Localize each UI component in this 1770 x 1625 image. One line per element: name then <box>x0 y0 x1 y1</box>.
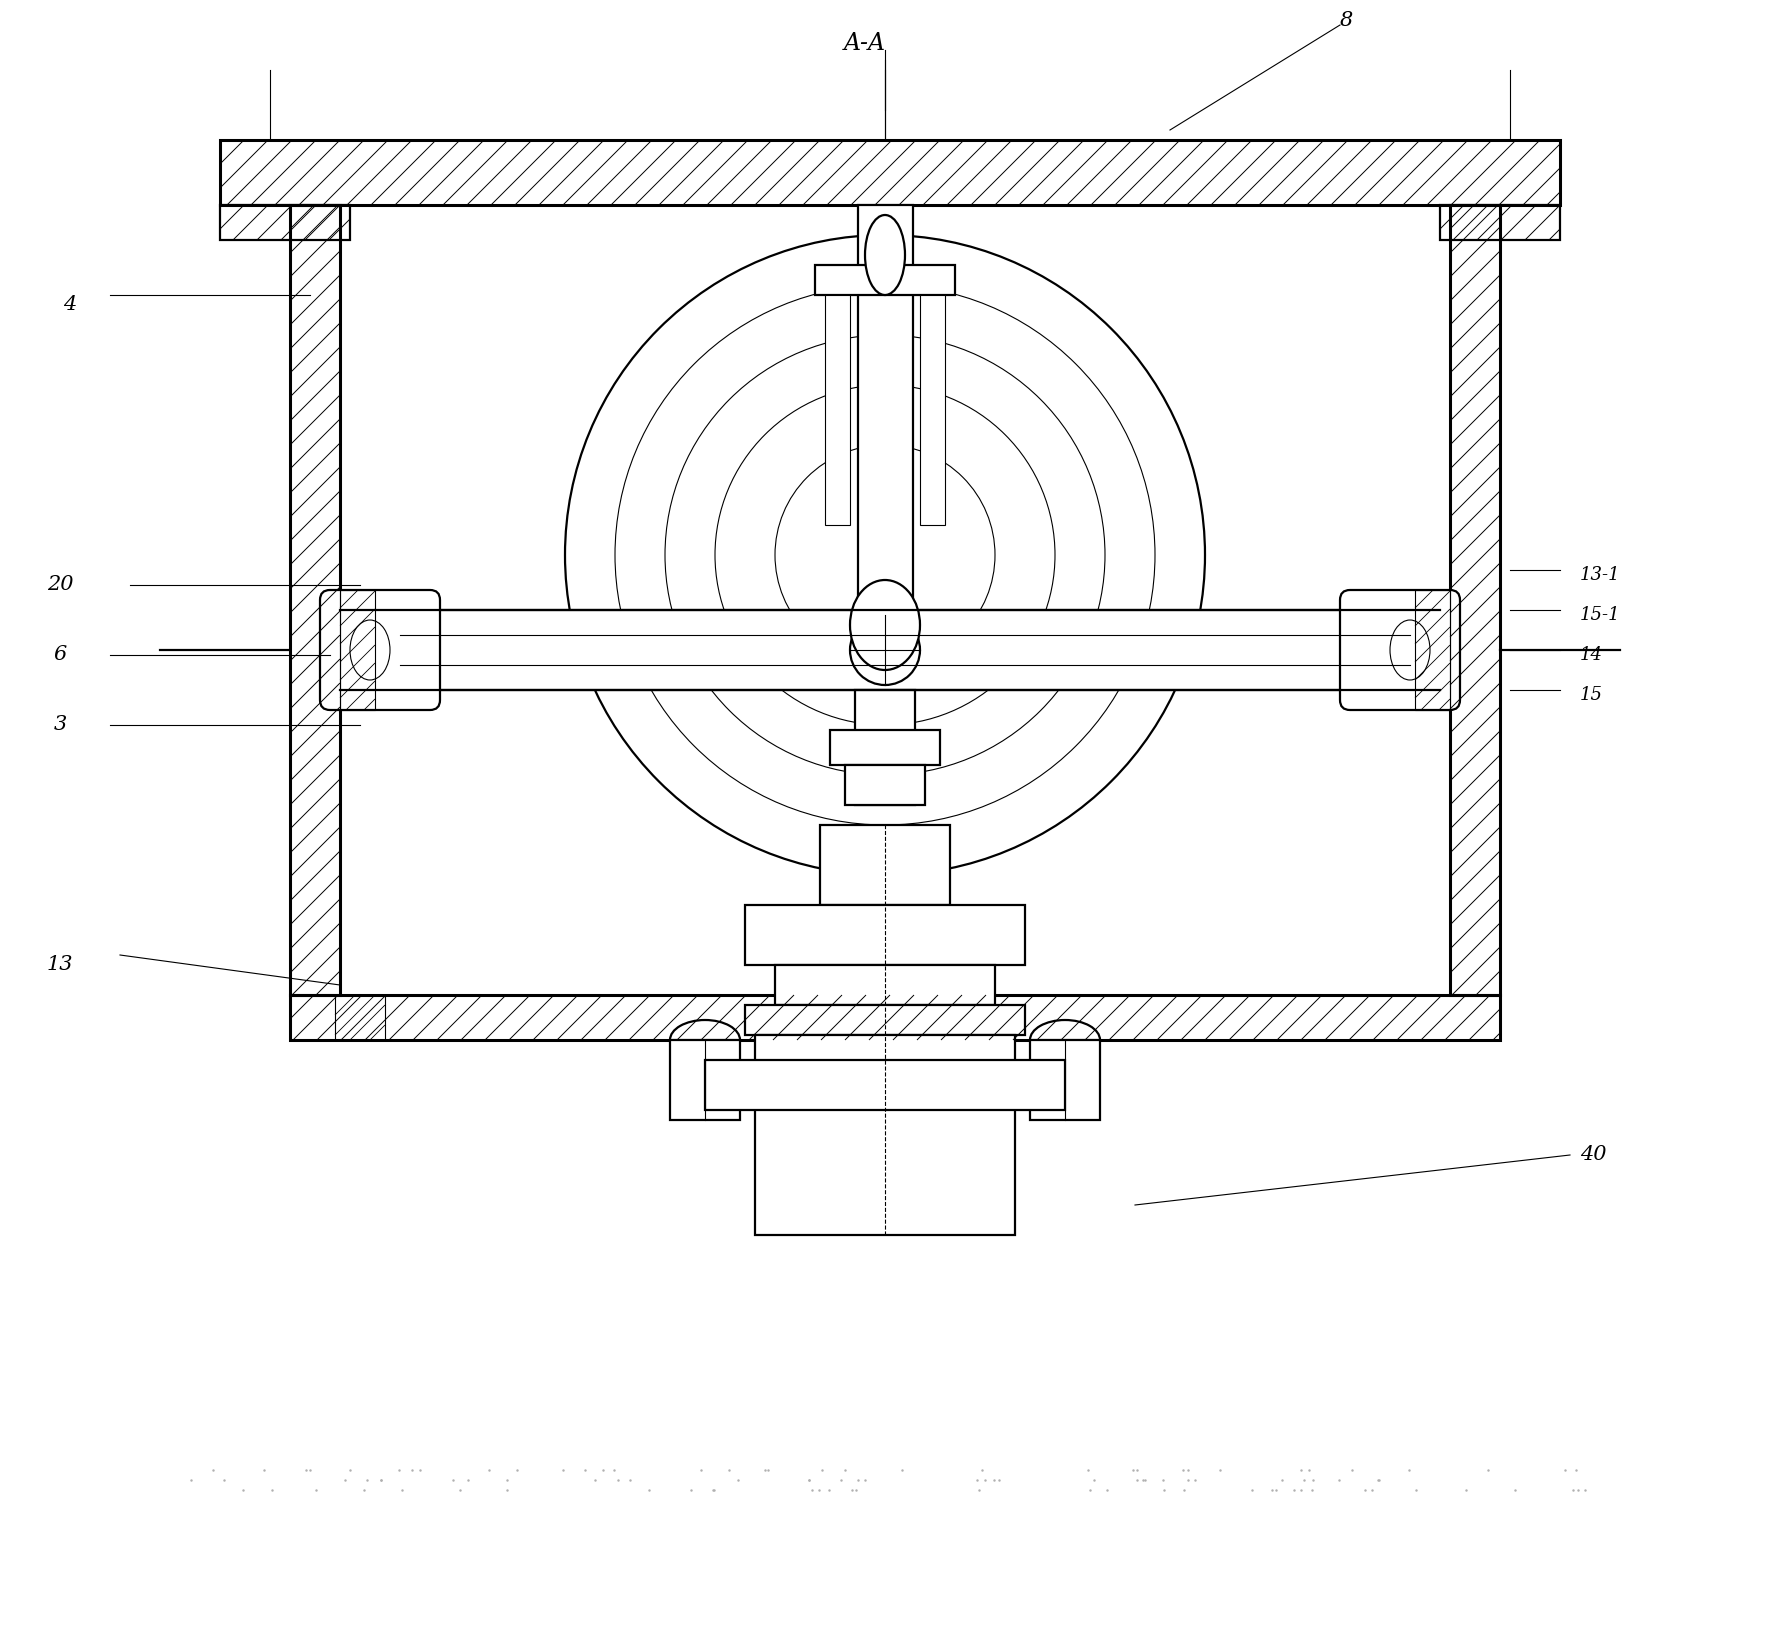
Ellipse shape <box>350 621 389 679</box>
Text: 4: 4 <box>64 296 76 315</box>
Bar <box>775 965 995 1004</box>
Text: 6: 6 <box>53 645 67 665</box>
Ellipse shape <box>1389 621 1430 679</box>
Bar <box>830 730 940 765</box>
Bar <box>290 205 340 994</box>
Bar <box>340 590 375 710</box>
Ellipse shape <box>850 580 920 670</box>
Text: 8: 8 <box>1340 10 1354 29</box>
Bar <box>745 1004 1025 1035</box>
Bar <box>1450 205 1499 994</box>
Text: 15: 15 <box>1581 686 1604 704</box>
Bar <box>219 140 1559 205</box>
Bar <box>1441 205 1559 240</box>
Bar <box>844 765 926 804</box>
FancyBboxPatch shape <box>1340 590 1460 710</box>
Text: 13: 13 <box>46 956 73 975</box>
Text: A-A: A-A <box>844 32 887 55</box>
Text: 13-1: 13-1 <box>1581 566 1621 583</box>
Bar <box>825 296 850 525</box>
FancyBboxPatch shape <box>320 590 441 710</box>
Bar <box>704 1060 1066 1110</box>
Bar <box>290 994 1499 1040</box>
Text: 3: 3 <box>53 715 67 734</box>
Bar <box>814 265 956 296</box>
Ellipse shape <box>866 214 904 296</box>
Bar <box>857 205 913 609</box>
Bar <box>335 994 386 1040</box>
Text: 14: 14 <box>1581 647 1604 665</box>
Text: 15-1: 15-1 <box>1581 606 1621 624</box>
Bar <box>820 826 950 905</box>
Bar <box>745 905 1025 965</box>
Bar <box>340 609 1441 691</box>
Text: 20: 20 <box>46 575 73 595</box>
Circle shape <box>874 640 896 660</box>
Bar <box>920 296 945 525</box>
Text: 40: 40 <box>1581 1146 1607 1165</box>
Bar <box>219 205 350 240</box>
Bar <box>756 1035 1014 1235</box>
Bar <box>1030 1040 1099 1120</box>
Circle shape <box>850 614 920 686</box>
Bar <box>671 1040 740 1120</box>
Bar <box>1414 590 1450 710</box>
Bar <box>855 691 915 804</box>
